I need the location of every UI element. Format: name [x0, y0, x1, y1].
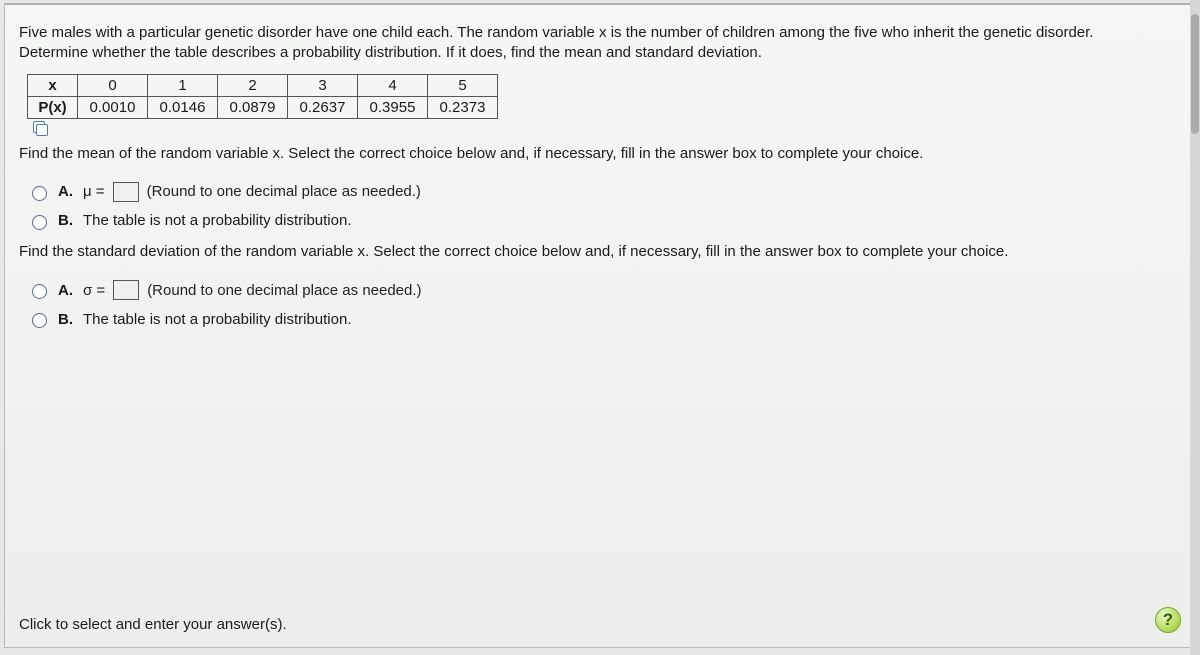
x-cell: 2 — [218, 74, 288, 96]
x-cell: 4 — [358, 74, 428, 96]
opt-label: B. — [58, 311, 73, 328]
probability-table: x 0 1 2 3 4 5 P(x) 0.0010 0.0146 0.0879 … — [27, 74, 498, 119]
px-cell: 0.2637 — [288, 96, 358, 118]
copy-table-icon[interactable] — [33, 121, 47, 135]
mean-choice-a: A. μ = (Round to one decimal place as ne… — [27, 182, 1179, 202]
sd-choice-a: A. σ = (Round to one decimal place as ne… — [27, 280, 1179, 300]
mean-radio-a[interactable] — [32, 186, 47, 201]
mean-prompt: Find the mean of the random variable x. … — [19, 144, 1179, 164]
opt-label: A. — [58, 282, 73, 299]
question-panel: Five males with a particular genetic dis… — [4, 3, 1194, 648]
mean-radio-b[interactable] — [32, 215, 47, 230]
mean-choices: A. μ = (Round to one decimal place as ne… — [27, 182, 1179, 230]
px-cell: 0.0879 — [218, 96, 288, 118]
row-header-x: x — [28, 74, 78, 96]
px-cell: 0.0146 — [148, 96, 218, 118]
px-cell: 0.2373 — [428, 96, 498, 118]
sd-choice-b: B. The table is not a probability distri… — [27, 310, 1179, 328]
sd-answer-input[interactable] — [113, 280, 139, 300]
scroll-thumb[interactable] — [1191, 14, 1199, 134]
probability-table-wrap: x 0 1 2 3 4 5 P(x) 0.0010 0.0146 0.0879 … — [27, 74, 1179, 136]
mean-choice-b: B. The table is not a probability distri… — [27, 212, 1179, 230]
footer-prompt: Click to select and enter your answer(s)… — [19, 616, 287, 633]
problem-line-1: Five males with a particular genetic dis… — [19, 24, 1093, 41]
opt-label: A. — [58, 183, 73, 200]
sd-radio-a[interactable] — [32, 284, 47, 299]
mu-equals: μ = — [83, 183, 105, 200]
help-button[interactable]: ? — [1155, 607, 1181, 633]
vertical-scrollbar[interactable] — [1190, 0, 1200, 655]
x-cell: 0 — [78, 74, 148, 96]
mean-hint: (Round to one decimal place as needed.) — [147, 183, 421, 200]
px-cell: 0.3955 — [358, 96, 428, 118]
sd-prompt: Find the standard deviation of the rando… — [19, 242, 1179, 262]
x-cell: 3 — [288, 74, 358, 96]
x-cell: 5 — [428, 74, 498, 96]
sd-choice-b-text: The table is not a probability distribut… — [83, 311, 351, 328]
problem-statement: Five males with a particular genetic dis… — [19, 23, 1179, 64]
sigma-equals: σ = — [83, 282, 105, 299]
x-cell: 1 — [148, 74, 218, 96]
sd-hint: (Round to one decimal place as needed.) — [147, 282, 421, 299]
problem-line-2: Determine whether the table describes a … — [19, 44, 762, 61]
table-row-x: x 0 1 2 3 4 5 — [28, 74, 498, 96]
sd-choices: A. σ = (Round to one decimal place as ne… — [27, 280, 1179, 328]
mean-choice-b-text: The table is not a probability distribut… — [83, 212, 351, 229]
px-cell: 0.0010 — [78, 96, 148, 118]
row-header-px: P(x) — [28, 96, 78, 118]
table-row-px: P(x) 0.0010 0.0146 0.0879 0.2637 0.3955 … — [28, 96, 498, 118]
mean-answer-input[interactable] — [113, 182, 139, 202]
opt-label: B. — [58, 212, 73, 229]
sd-radio-b[interactable] — [32, 313, 47, 328]
